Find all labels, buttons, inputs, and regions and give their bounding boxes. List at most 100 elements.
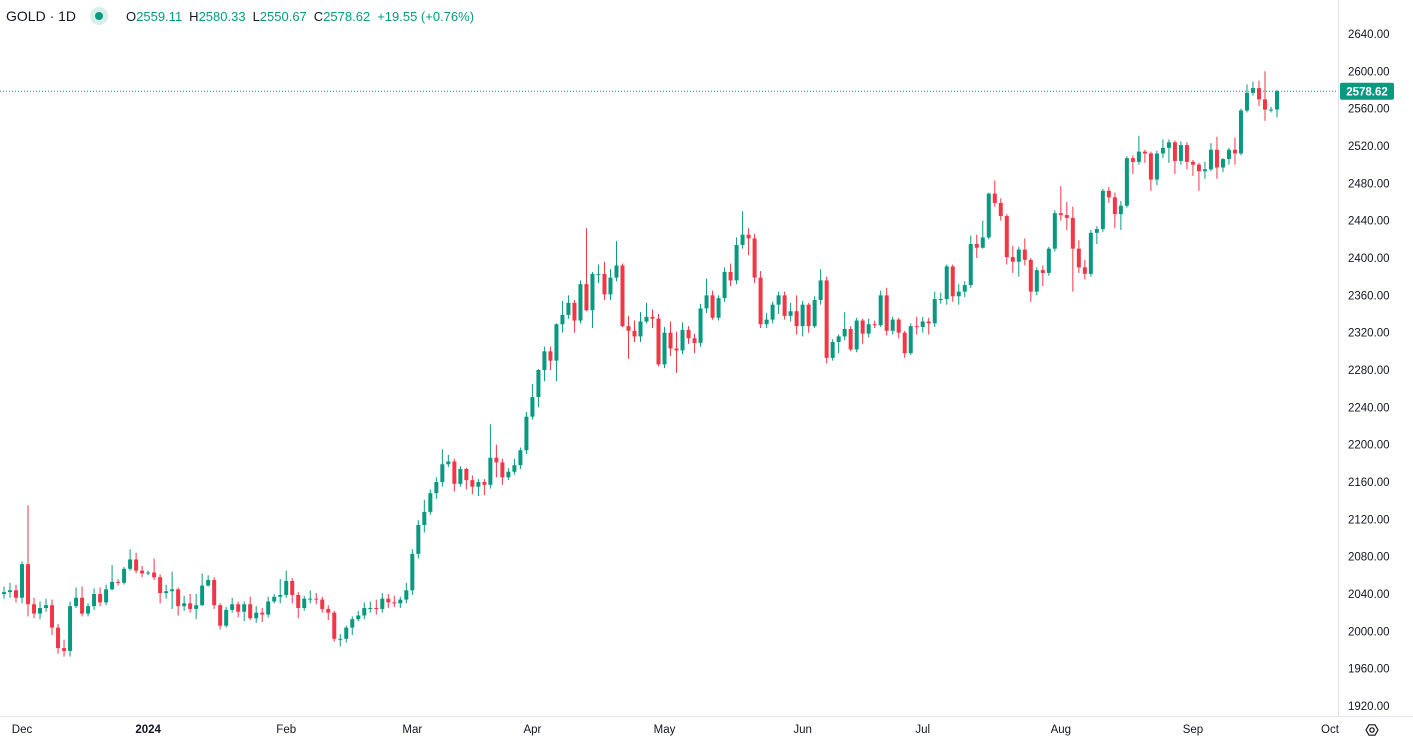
candle xyxy=(650,309,655,328)
candle xyxy=(482,479,487,496)
candle xyxy=(362,602,367,620)
candle-body xyxy=(1202,169,1207,172)
candle-body xyxy=(386,598,391,603)
close-value: 2578.62 xyxy=(323,8,371,24)
candle-body xyxy=(614,265,619,278)
candle xyxy=(56,623,61,654)
candle-body xyxy=(776,295,781,305)
candle-body xyxy=(308,598,313,600)
candle-body xyxy=(254,612,259,619)
candle-body xyxy=(38,608,43,614)
candle xyxy=(152,558,157,580)
candle-body xyxy=(1046,248,1051,273)
candle xyxy=(788,302,793,322)
candle-body xyxy=(458,468,463,484)
candle xyxy=(734,237,739,285)
candle xyxy=(272,594,277,604)
candle xyxy=(224,607,229,628)
candle-body xyxy=(728,272,733,281)
candle-body xyxy=(218,605,223,626)
candle xyxy=(1256,80,1261,106)
candle xyxy=(608,269,613,300)
candle xyxy=(830,339,835,361)
candle-body xyxy=(788,311,793,316)
candle-body xyxy=(272,596,277,602)
candle xyxy=(560,300,565,333)
candle xyxy=(254,606,259,623)
candle-body xyxy=(230,604,235,610)
candle-body xyxy=(32,604,37,614)
candle-body xyxy=(602,273,607,295)
candle-body xyxy=(1016,249,1021,262)
candle xyxy=(260,608,265,622)
candle-body xyxy=(338,638,343,640)
candle xyxy=(722,267,727,302)
time-tick-label: Apr xyxy=(523,724,541,736)
candle-body xyxy=(50,605,55,628)
candle-body xyxy=(524,416,529,451)
candle xyxy=(860,318,865,344)
candle xyxy=(848,326,853,352)
candle-body xyxy=(866,324,871,334)
candle xyxy=(398,596,403,608)
candle xyxy=(1124,156,1129,208)
candle xyxy=(1046,246,1051,276)
candle-body xyxy=(938,299,943,301)
candle-body xyxy=(530,397,535,417)
candle xyxy=(302,595,307,611)
symbol-title[interactable]: GOLD · 1D xyxy=(6,8,77,24)
candle-body xyxy=(848,328,853,350)
candle xyxy=(68,601,73,657)
time-tick-label: Jul xyxy=(915,724,930,736)
time-tick-label: Aug xyxy=(1051,724,1071,736)
candle xyxy=(800,300,805,337)
price-axis[interactable]: 1920.00 1960.00 2000.00 2040.00 2080.00 2120.… xyxy=(1348,29,1390,713)
candle xyxy=(1004,214,1009,265)
candle xyxy=(62,639,67,657)
candle xyxy=(458,466,463,487)
candle-body xyxy=(1106,190,1111,198)
candle-body xyxy=(974,244,979,248)
price-tick-label: 1960.00 xyxy=(1348,664,1390,676)
candle-body xyxy=(350,619,355,628)
candle-body xyxy=(1070,217,1075,249)
candle xyxy=(1148,151,1153,191)
candles-layer xyxy=(2,71,1279,657)
time-tick-label: Dec xyxy=(12,724,33,736)
candle-body xyxy=(302,598,307,608)
candle xyxy=(566,295,571,319)
candle-body xyxy=(1076,248,1081,268)
candle-body xyxy=(452,461,457,484)
candle xyxy=(74,587,79,608)
candle xyxy=(620,263,625,328)
candle xyxy=(380,593,385,613)
candle xyxy=(626,315,631,359)
change-value: +19.55 (+0.76%) xyxy=(377,8,475,24)
time-tick-label: Feb xyxy=(276,724,296,736)
candle xyxy=(812,296,817,328)
candle-body xyxy=(1142,151,1147,154)
candle xyxy=(284,570,289,598)
candle-body xyxy=(68,606,73,651)
candle-body xyxy=(110,581,115,590)
candle-body xyxy=(488,457,493,485)
price-tick-label: 2240.00 xyxy=(1348,402,1390,414)
gear-icon[interactable] xyxy=(1365,724,1379,736)
market-open-dot-icon[interactable] xyxy=(90,7,109,25)
candle xyxy=(806,302,811,333)
candle xyxy=(212,577,217,609)
candle xyxy=(320,596,325,613)
candle-body xyxy=(62,648,67,651)
candle-body xyxy=(320,599,325,609)
time-axis[interactable]: Dec 2024 Feb Mar Apr May Jun Jul Aug Sep Oct xyxy=(12,724,1340,736)
candle xyxy=(8,582,13,598)
candle xyxy=(944,264,949,305)
candle-body xyxy=(572,302,577,321)
low-value: 2550.67 xyxy=(259,8,307,24)
candle xyxy=(26,505,31,617)
candle xyxy=(836,334,841,354)
candle-body xyxy=(1184,145,1189,162)
candle xyxy=(956,284,961,305)
candle xyxy=(452,458,457,492)
